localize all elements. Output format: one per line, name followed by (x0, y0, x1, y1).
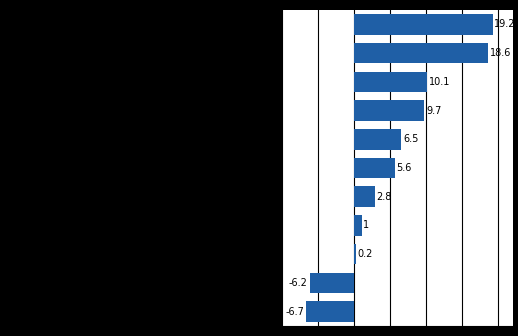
Text: 1: 1 (363, 220, 369, 230)
Bar (354, 186, 375, 207)
Text: 18.6: 18.6 (490, 48, 511, 58)
Bar (310, 272, 354, 293)
Bar (354, 43, 488, 64)
Bar (354, 244, 356, 264)
Text: 0.2: 0.2 (357, 249, 373, 259)
Bar (354, 215, 362, 236)
Text: 6.5: 6.5 (403, 134, 419, 144)
Text: 2.8: 2.8 (376, 192, 392, 202)
Bar (354, 14, 493, 35)
Text: 10.1: 10.1 (429, 77, 450, 87)
Bar (306, 301, 354, 322)
Text: -6.2: -6.2 (289, 278, 308, 288)
Text: 5.6: 5.6 (396, 163, 412, 173)
Text: -6.7: -6.7 (285, 306, 304, 317)
Bar (354, 158, 395, 178)
Bar (354, 129, 401, 150)
Bar (354, 100, 424, 121)
Text: 19.2: 19.2 (495, 19, 516, 30)
Text: 9.7: 9.7 (426, 106, 441, 116)
Bar (354, 72, 427, 92)
